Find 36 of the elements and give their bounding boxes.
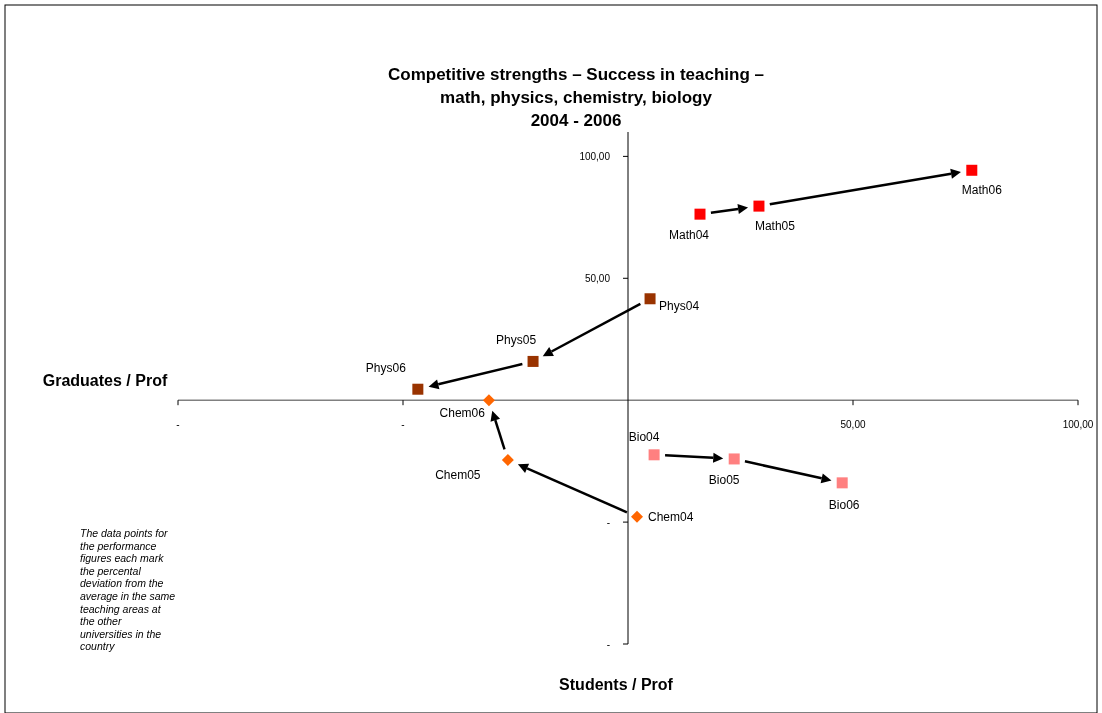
- point: [631, 510, 643, 523]
- x-axis-title: Students / Prof: [559, 676, 674, 693]
- point: [728, 453, 740, 465]
- annotation: Phys04: [659, 298, 700, 313]
- point: [966, 164, 978, 176]
- point: [753, 200, 765, 212]
- y-axis-title: Graduates / Prof: [42, 372, 168, 389]
- y-tick-label: -: [606, 517, 610, 529]
- annotation: Chem04: [648, 509, 694, 524]
- y-tick-label: -: [606, 639, 610, 650]
- annotation: Math05: [754, 219, 796, 234]
- point: [648, 449, 660, 461]
- point: [527, 355, 539, 367]
- x-tick-label: -: [176, 419, 180, 431]
- annotation: Phys05: [496, 333, 537, 348]
- point: [501, 453, 514, 466]
- point: [694, 208, 706, 220]
- x-tick-label: 100,00: [1062, 419, 1094, 431]
- annotation: Chem05: [435, 467, 481, 482]
- annotation: Phys06: [365, 361, 407, 376]
- annotation: Bio06: [828, 497, 860, 512]
- text: The data points for the performance figures each mark the percental deviation from the average in the same teaching areas at the other universities in the country: [80, 527, 176, 653]
- annotation: Math04: [668, 228, 710, 243]
- point: [482, 394, 495, 407]
- annotation: Bio04: [628, 429, 660, 444]
- chart-title: Competitive strengths – Success in teaching – math, physics, chemistry, biology 2004 - 2006: [387, 65, 765, 130]
- annotation: Math06: [961, 183, 1003, 198]
- x-tick-label: 50,00: [840, 419, 866, 431]
- point: [644, 293, 656, 305]
- y-tick-label: 100,00: [579, 151, 611, 163]
- x-tick-label: -: [401, 419, 405, 431]
- point: [836, 477, 848, 489]
- point: [412, 383, 424, 395]
- annotation: Bio05: [708, 472, 740, 487]
- annotation: Chem06: [439, 406, 486, 421]
- y-tick-label: 50,00: [584, 273, 611, 285]
